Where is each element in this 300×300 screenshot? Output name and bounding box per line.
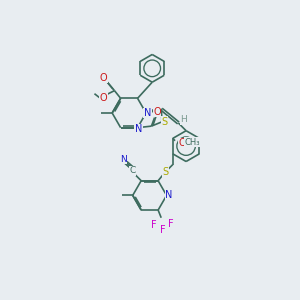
- Text: O: O: [178, 138, 186, 148]
- Text: O: O: [153, 106, 160, 116]
- Text: N: N: [135, 124, 142, 134]
- Text: F: F: [168, 219, 173, 229]
- Text: O: O: [100, 93, 107, 103]
- Text: C: C: [130, 166, 136, 175]
- Text: S: S: [161, 117, 167, 127]
- Text: O: O: [100, 73, 107, 82]
- Text: F: F: [160, 225, 166, 235]
- Text: N: N: [120, 155, 127, 164]
- Text: N: N: [144, 108, 151, 118]
- Text: F: F: [151, 220, 156, 230]
- Text: CH₃: CH₃: [184, 138, 200, 147]
- Text: N: N: [165, 190, 172, 200]
- Text: S: S: [162, 167, 168, 177]
- Text: H: H: [180, 116, 187, 124]
